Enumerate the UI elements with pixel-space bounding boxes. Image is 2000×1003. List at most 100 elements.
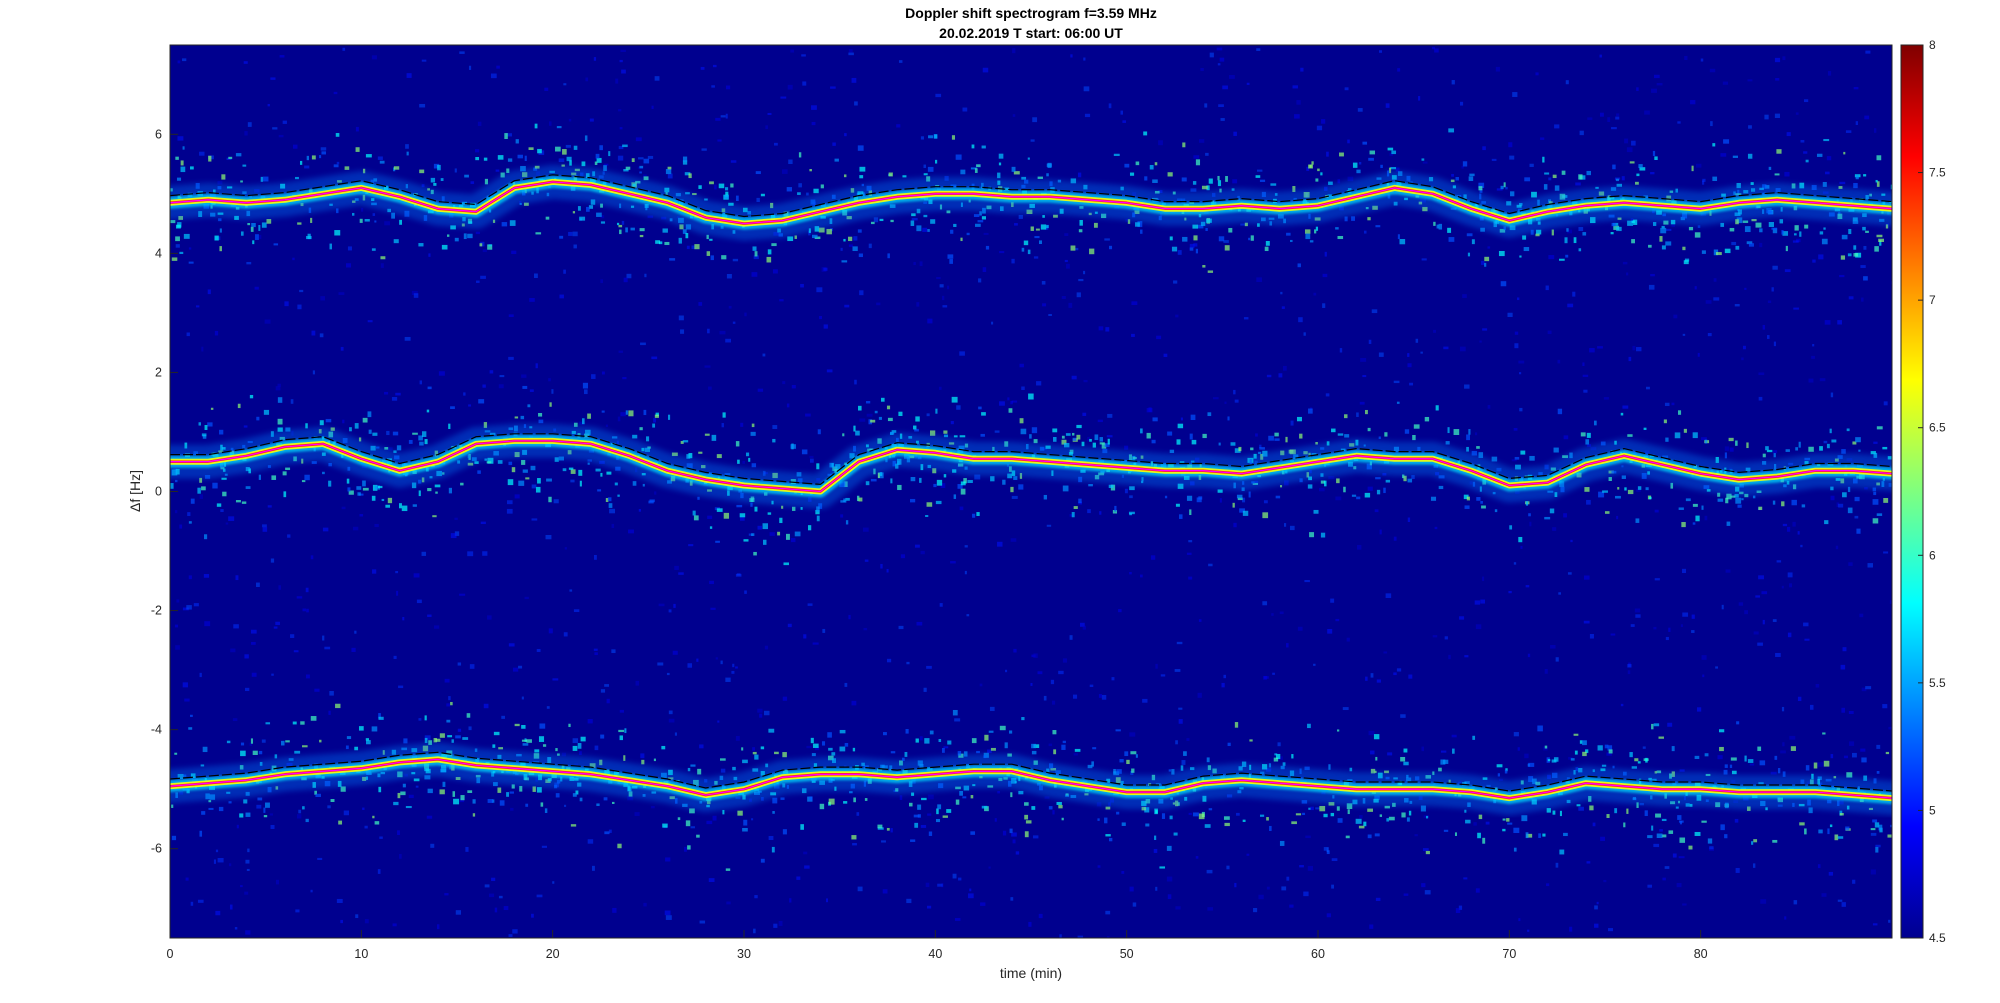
band-speck <box>1750 182 1754 185</box>
noise-speck <box>701 148 707 151</box>
band-speck <box>1131 768 1135 773</box>
noise-speck <box>615 78 619 84</box>
band-speck <box>1747 759 1754 763</box>
noise-speck <box>1782 56 1786 61</box>
noise-speck <box>247 848 250 853</box>
band-speck <box>1314 229 1317 234</box>
noise-speck <box>779 299 784 302</box>
band-speck <box>1046 224 1049 229</box>
band-speck <box>1356 169 1361 174</box>
band-speck <box>887 417 893 422</box>
band-speck <box>692 193 697 196</box>
band-speck <box>1724 248 1731 254</box>
band-speck <box>928 135 934 139</box>
noise-speck <box>594 745 599 751</box>
noise-speck <box>1861 297 1864 302</box>
noise-speck <box>732 663 735 668</box>
band-speck <box>208 800 212 803</box>
noise-speck <box>788 159 793 164</box>
noise-speck <box>654 76 660 81</box>
band-speck <box>739 513 746 518</box>
noise-speck <box>1724 446 1730 452</box>
noise-speck <box>351 647 356 652</box>
noise-speck <box>1297 626 1303 631</box>
band-speck <box>1573 237 1577 244</box>
noise-speck <box>1764 114 1769 120</box>
band-speck <box>1629 161 1635 164</box>
colorbar-tick-label: 8 <box>1929 38 1936 52</box>
noise-speck <box>856 812 860 816</box>
noise-speck <box>1514 331 1519 335</box>
band-speck <box>219 228 222 233</box>
noise-speck <box>408 794 414 799</box>
band-speck <box>782 752 787 758</box>
band-speck <box>204 425 208 430</box>
noise-speck <box>1797 531 1800 535</box>
band-speck <box>295 176 299 180</box>
band-speck <box>1805 765 1810 771</box>
band-speck <box>737 810 743 816</box>
noise-speck <box>1627 670 1631 675</box>
band-speck <box>1845 826 1850 831</box>
band-speck <box>1524 177 1531 182</box>
band-speck <box>787 236 794 242</box>
band-speck <box>573 422 578 427</box>
noise-speck <box>186 332 190 337</box>
noise-speck <box>1011 495 1018 499</box>
band-speck <box>305 818 309 823</box>
band-speck <box>1384 805 1390 809</box>
noise-speck <box>1672 853 1677 858</box>
band-speck <box>1824 520 1829 525</box>
band-speck <box>932 468 937 474</box>
band-speck <box>981 412 986 416</box>
noise-speck <box>1558 592 1561 595</box>
noise-speck <box>229 904 233 910</box>
noise-speck <box>568 118 572 122</box>
noise-speck <box>514 494 520 499</box>
band-speck <box>559 235 564 239</box>
band-speck <box>1509 525 1513 530</box>
band-speck <box>1551 229 1554 236</box>
noise-speck <box>1376 679 1381 683</box>
noise-speck <box>790 49 795 53</box>
trace-black <box>170 433 1892 486</box>
band-speck <box>570 824 577 827</box>
band-speck <box>1374 833 1380 837</box>
band-speck <box>1112 510 1118 514</box>
noise-speck <box>1865 50 1871 54</box>
band-speck <box>1128 511 1135 515</box>
band-speck <box>864 798 868 801</box>
noise-speck <box>1011 258 1015 264</box>
noise-speck <box>753 255 759 260</box>
band-speck <box>1101 443 1107 449</box>
noise-speck <box>684 846 687 852</box>
band-speck <box>442 781 446 787</box>
band-speck <box>981 145 986 149</box>
noise-speck <box>1876 744 1881 749</box>
band-speck <box>1175 503 1180 507</box>
noise-speck <box>1682 568 1687 574</box>
noise-speck <box>1059 934 1062 938</box>
band-speck <box>1269 825 1272 831</box>
noise-speck <box>364 825 368 829</box>
noise-speck <box>1511 459 1517 462</box>
band-speck <box>1116 811 1120 815</box>
noise-speck <box>1076 292 1081 298</box>
noise-speck <box>1635 614 1641 618</box>
noise-speck <box>468 65 472 70</box>
band-speck <box>1315 442 1318 445</box>
band-speck <box>391 212 395 219</box>
band-speck <box>1315 226 1319 231</box>
noise-speck <box>757 388 764 392</box>
band-speck <box>301 480 306 483</box>
band-speck <box>1031 806 1036 810</box>
noise-speck <box>186 605 192 610</box>
band-speck <box>685 820 691 827</box>
noise-speck <box>1014 223 1018 226</box>
noise-speck <box>1369 924 1374 929</box>
band-speck <box>1620 412 1624 416</box>
band-speck <box>1355 818 1362 824</box>
noise-speck <box>778 921 783 926</box>
band-speck <box>1479 189 1483 193</box>
band-speck <box>851 835 857 840</box>
